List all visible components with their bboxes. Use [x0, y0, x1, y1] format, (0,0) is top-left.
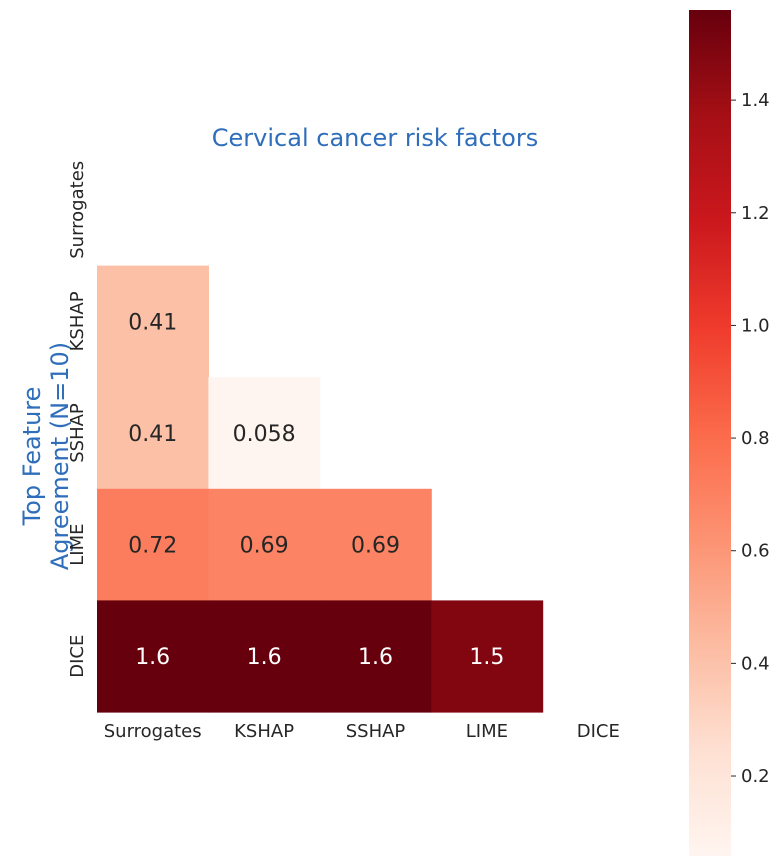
x-tick-label: DICE	[577, 721, 620, 742]
y-tick-label: Surrogates	[67, 161, 88, 259]
cell-value-label: 0.69	[240, 534, 289, 559]
colorbar-tick-label: 0.4	[741, 653, 770, 674]
colorbar-tick-label: 0.6	[741, 541, 770, 562]
colorbar-tick-label: 1.0	[741, 315, 770, 336]
cell-value-label: 0.41	[128, 310, 177, 335]
y-tick-label: KSHAP	[67, 291, 88, 351]
x-tick-label: SSHAP	[346, 721, 406, 742]
y-tick-label: SSHAP	[67, 403, 88, 463]
cell-value-label: 0.72	[128, 534, 177, 559]
heatmap-cells: 0.41 0.41 0.058 0.72 0.69 0.69 1.6 1.6 1.6 1.5	[97, 265, 544, 713]
heatmap-cell	[97, 488, 209, 601]
x-tick-label: Surrogates	[104, 721, 202, 742]
x-tick-label: LIME	[466, 721, 508, 742]
heatmap-cell	[208, 377, 321, 490]
y-axis-label: Top Feature Agreement (N=10)	[18, 342, 74, 570]
heatmap-cell	[431, 600, 544, 713]
cell-value-label: 1.6	[247, 645, 282, 670]
colorbar-tick-label: 0.2	[741, 766, 770, 787]
heatmap-cell	[208, 600, 321, 713]
y-axis-label-line-2: Agreement (N=10)	[46, 342, 74, 570]
cell-value-label: 0.41	[128, 422, 177, 447]
colorbar-tick-label: 1.2	[741, 203, 770, 224]
x-axis-ticks: Surrogates KSHAP SSHAP LIME DICE	[104, 721, 620, 742]
cell-value-label: 1.6	[358, 645, 393, 670]
heatmap-cell	[319, 600, 432, 713]
cell-value-label: 1.5	[469, 645, 504, 670]
x-tick-label: KSHAP	[234, 721, 294, 742]
colorbar-tick-label: 1.4	[741, 90, 770, 111]
y-tick-label: DICE	[67, 635, 88, 678]
colorbar	[689, 10, 731, 856]
colorbar-ticks: 0.2 0.4 0.6 0.8 1.0 1.2 1.4	[731, 90, 770, 787]
heatmap-cell	[208, 488, 321, 601]
cell-value-label: 0.69	[351, 534, 400, 559]
heatmap-cell	[319, 488, 432, 601]
y-tick-label: LIME	[67, 523, 88, 565]
y-axis-label-line-1: Top Feature	[18, 387, 46, 527]
cell-value-label: 1.6	[135, 645, 170, 670]
colorbar-tick-label: 0.8	[741, 428, 770, 449]
heatmap-cell	[97, 600, 209, 713]
cell-value-label: 0.058	[233, 422, 296, 447]
y-axis-ticks: Surrogates KSHAP SSHAP LIME DICE	[67, 161, 88, 678]
heatmap-cell	[97, 377, 209, 490]
chart-title: Cervical cancer risk factors	[212, 124, 538, 152]
heatmap-cell	[97, 265, 209, 378]
